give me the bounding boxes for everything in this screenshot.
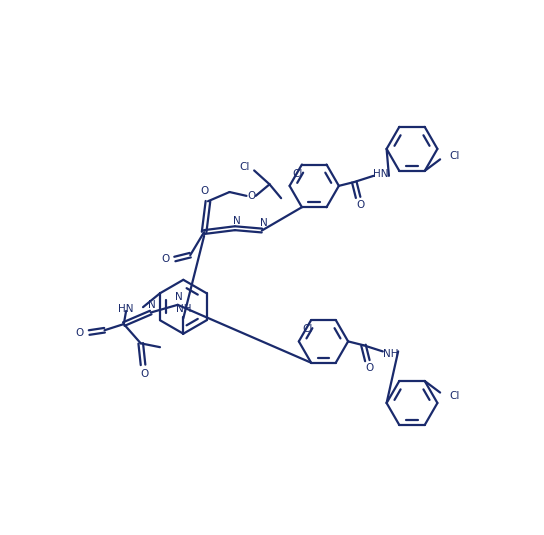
Text: Cl: Cl	[240, 162, 250, 172]
Text: N: N	[233, 216, 240, 226]
Text: Cl: Cl	[449, 392, 460, 401]
Text: O: O	[140, 369, 149, 379]
Text: O: O	[200, 186, 208, 196]
Text: N: N	[259, 218, 267, 228]
Text: O: O	[248, 191, 256, 201]
Text: HN: HN	[374, 169, 389, 179]
Text: HN: HN	[118, 304, 134, 315]
Text: NH: NH	[176, 304, 191, 314]
Text: Cl: Cl	[302, 324, 312, 334]
Text: N: N	[175, 292, 183, 302]
Text: N: N	[149, 300, 156, 310]
Text: Cl: Cl	[449, 150, 460, 160]
Text: O: O	[356, 200, 364, 210]
Text: O: O	[366, 363, 374, 373]
Text: O: O	[76, 327, 84, 338]
Text: NH: NH	[382, 349, 398, 359]
Text: Cl: Cl	[293, 169, 303, 179]
Text: O: O	[162, 254, 170, 264]
